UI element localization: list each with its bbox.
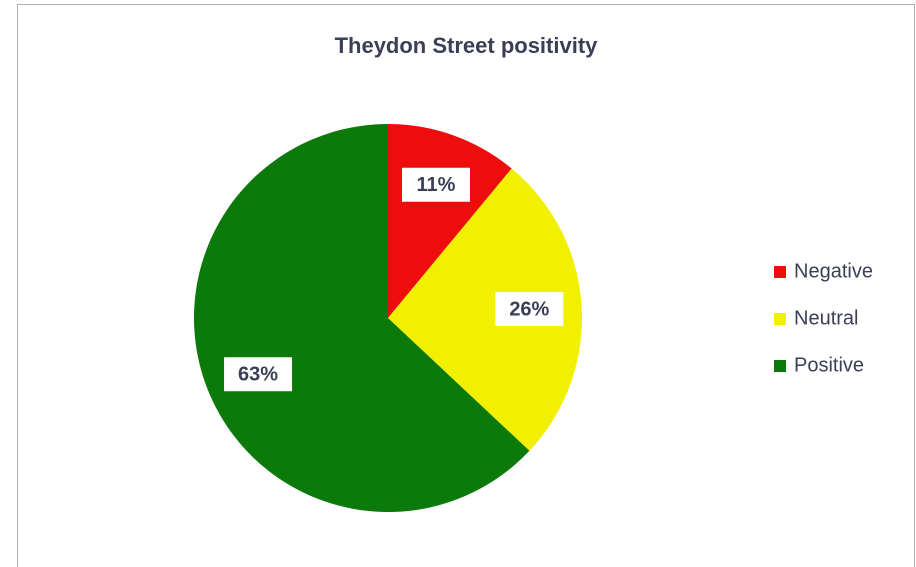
data-label: 63% — [238, 364, 278, 386]
pie-slice — [388, 168, 582, 451]
data-label-box — [401, 167, 470, 202]
legend-swatch — [774, 313, 786, 325]
legend-label: Negative — [794, 260, 873, 282]
legend-swatch — [774, 360, 786, 372]
data-label-box — [495, 292, 564, 327]
legend-label: Positive — [794, 354, 864, 376]
data-label: 11% — [417, 174, 456, 196]
pie-slice — [193, 124, 530, 512]
data-label-box — [224, 357, 293, 392]
legend-label: Neutral — [794, 307, 858, 329]
legend-swatch — [774, 266, 786, 278]
chart-title: Theydon Street positivity — [335, 33, 599, 58]
data-label: 26% — [509, 298, 549, 320]
